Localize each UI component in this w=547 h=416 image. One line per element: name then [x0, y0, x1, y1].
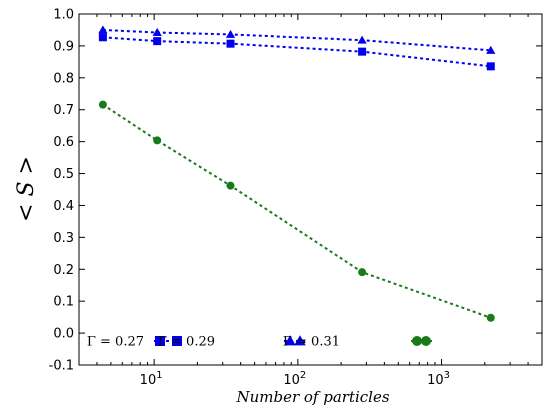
data-point: [225, 29, 236, 38]
data-point: [153, 37, 162, 46]
y-tick-label: 0.5: [53, 167, 74, 182]
y-tick-label: 0.8: [53, 71, 74, 86]
legend-label: Γ = 0.27: [87, 335, 144, 350]
legend-item: Γ = 0.27: [87, 335, 183, 350]
y-tick-label: 0.1: [53, 295, 74, 310]
y-axis: -0.1 0.0 0.1 0.2 0.3 0.4 0.5 0.6 0.7 0.8 0.9 1.0: [49, 8, 542, 374]
y-tick-label: 0.0: [53, 327, 74, 342]
y-tick-label: 0.4: [53, 199, 74, 214]
x-axis: 101 102 103: [78, 14, 543, 388]
y-tick-label: 0.9: [53, 39, 74, 54]
y-tick-label: 1.0: [53, 8, 74, 23]
legend-marker: [155, 336, 165, 346]
legend-marker: [421, 336, 431, 346]
data-point: [98, 25, 108, 34]
x-tick-base: 10: [140, 373, 157, 388]
y-tick-label: -0.1: [49, 359, 74, 374]
x-tick-label: 101: [140, 370, 163, 388]
data-point: [486, 313, 495, 322]
y-tick-label: 0.7: [53, 103, 74, 118]
series-line: [102, 103, 492, 319]
x-axis-title: Number of particles: [235, 388, 389, 406]
legend-marker: [284, 335, 296, 346]
x-tick-label: 102: [283, 370, 306, 388]
y-tick-label: 0.3: [53, 231, 74, 246]
series-layer: [98, 25, 496, 322]
data-point: [486, 62, 495, 71]
data-point: [153, 136, 162, 145]
plot-area: [78, 13, 543, 366]
x-tick-base: 10: [427, 373, 444, 388]
data-point: [98, 100, 107, 109]
data-point: [486, 45, 496, 54]
data-point: [226, 39, 235, 48]
series-triangle: [98, 25, 496, 54]
legend-label: Γ = 0.29: [158, 335, 215, 350]
y-tick-label: 0.2: [53, 263, 74, 278]
legend-item: Γ = 0.31: [283, 335, 432, 350]
legend-label: Γ = 0.31: [283, 335, 340, 350]
data-point: [358, 47, 367, 56]
data-point: [357, 35, 367, 44]
x-tick-exponent: 2: [300, 370, 306, 381]
series-square: [98, 33, 495, 71]
series-circle: [98, 100, 495, 322]
data-point: [98, 33, 107, 42]
data-point: [152, 27, 162, 36]
data-point: [358, 268, 367, 277]
x-tick-exponent: 3: [444, 370, 450, 381]
x-tick-base: 10: [283, 373, 300, 388]
legend-marker: [172, 336, 182, 346]
data-point: [226, 181, 235, 190]
legend-marker: [294, 335, 306, 346]
legend: Γ = 0.27 Γ = 0.29 Γ = 0.31: [87, 335, 432, 350]
y-tick-label: 0.6: [53, 135, 74, 150]
y-axis-title: < S >: [14, 156, 39, 222]
x-tick-exponent: 1: [156, 370, 162, 381]
x-tick-label: 103: [427, 370, 450, 388]
legend-item: Γ = 0.29: [158, 335, 306, 350]
legend-marker: [412, 336, 422, 346]
